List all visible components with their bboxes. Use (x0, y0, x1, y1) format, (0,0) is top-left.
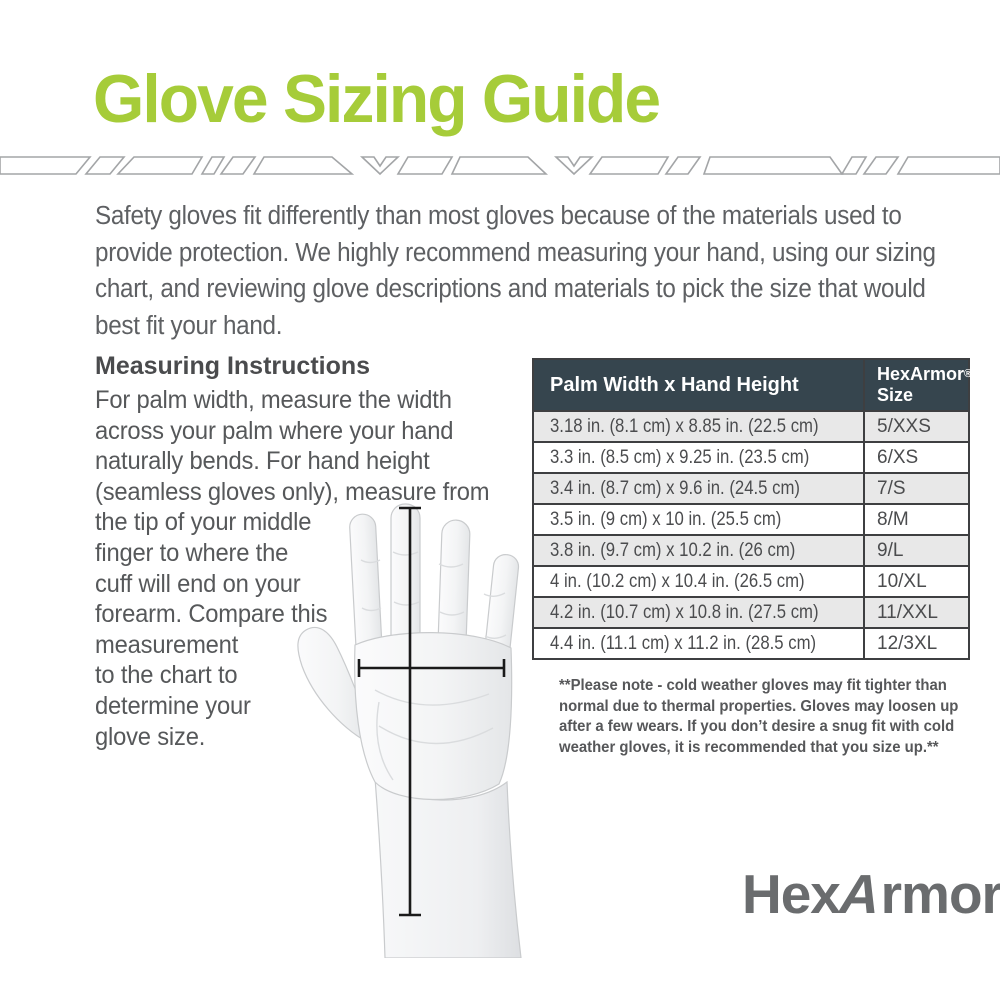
note-line: **Please note - cold weather gloves may … (559, 677, 947, 694)
size-table-row: 3.5 in. (9 cm) x 10 in. (25.5 cm) 8/M (532, 503, 970, 536)
measurement-cell: 4 in. (10.2 cm) x 10.4 in. (26.5 cm) (532, 565, 865, 598)
measurement-lines (357, 506, 506, 917)
size-table-row: 4.2 in. (10.7 cm) x 10.8 in. (27.5 cm) 1… (532, 596, 970, 629)
size-chart-header-row: Palm Width x Hand Height HexArmor® Size (532, 358, 973, 412)
measurement-cell: 4.2 in. (10.7 cm) x 10.8 in. (27.5 cm) (532, 596, 865, 629)
size-cell: 10/XL (863, 565, 970, 598)
measuring-instructions-heading: Measuring Instructions (95, 352, 371, 380)
measuring-line: the tip of your middle (95, 508, 312, 537)
hand-measurement-illustration (297, 503, 522, 958)
header-palm-width-hand-height: Palm Width x Hand Height (532, 358, 865, 412)
size-cell: 8/M (863, 503, 970, 536)
intro-line: provide protection. We highly recommend … (95, 238, 936, 267)
intro-line: chart, and reviewing glove descriptions … (95, 275, 926, 303)
measurement-cell: 3.8 in. (9.7 cm) x 10.2 in. (26 cm) (532, 534, 865, 567)
measuring-line: For palm width, measure the width (95, 386, 452, 414)
note-line: after a few wears. If you don’t desire a… (559, 718, 955, 735)
measurement-cell: 3.3 in. (8.5 cm) x 9.25 in. (23.5 cm) (532, 441, 865, 474)
measuring-line: determine your (95, 691, 251, 720)
tread-divider-graphic (0, 156, 1000, 176)
size-chart-table: Palm Width x Hand Height HexArmor® Size … (532, 358, 973, 660)
measuring-line: across your palm where your hand (95, 416, 454, 445)
logo-letter-a: A (833, 863, 888, 925)
size-cell: 7/S (863, 472, 970, 505)
measuring-line: measurement (95, 630, 239, 659)
intro-paragraph: Safety gloves fit differently than most … (95, 198, 936, 344)
size-table-row: 4.4 in. (11.1 cm) x 11.2 in. (28.5 cm) 1… (532, 627, 970, 660)
note-line: weather gloves, it is recommended that y… (559, 738, 939, 756)
intro-line: Safety gloves fit differently than most … (95, 202, 902, 230)
size-cell: 11/XXL (863, 596, 970, 629)
cold-weather-note: **Please note - cold weather gloves may … (559, 676, 958, 758)
size-cell: 12/3XL (863, 627, 970, 660)
hexarmor-logo: HexArmor® (742, 863, 1000, 925)
measurement-cell: 3.18 in. (8.1 cm) x 8.85 in. (22.5 cm) (532, 410, 865, 443)
measuring-line: glove size. (95, 722, 206, 751)
measuring-line: (seamless gloves only), measure from (95, 477, 490, 506)
size-table-row: 3.8 in. (9.7 cm) x 10.2 in. (26 cm) 9/L (532, 534, 970, 567)
measuring-line: forearm. Compare this (95, 600, 328, 629)
measuring-line: cuff will end on your (95, 569, 301, 598)
size-cell: 6/XS (863, 441, 970, 474)
size-table-row: 4 in. (10.2 cm) x 10.4 in. (26.5 cm) 10/… (532, 565, 970, 598)
size-cell: 5/XXS (863, 410, 970, 443)
page-title: Glove Sizing Guide (93, 61, 661, 137)
size-table-row: 3.3 in. (8.5 cm) x 9.25 in. (23.5 cm) 6/… (532, 441, 970, 474)
measurement-cell: 3.4 in. (8.7 cm) x 9.6 in. (24.5 cm) (532, 472, 865, 505)
intro-line: best fit your hand. (95, 311, 283, 340)
size-table-row: 3.4 in. (8.7 cm) x 9.6 in. (24.5 cm) 7/S (532, 472, 970, 505)
measuring-line: naturally bends. For hand height (95, 447, 430, 476)
hand-graphic (297, 503, 522, 958)
header-hexarmor-size: HexArmor® Size (863, 358, 973, 412)
size-table-row: 3.18 in. (8.1 cm) x 8.85 in. (22.5 cm) 5… (532, 410, 970, 443)
measurement-cell: 4.4 in. (11.1 cm) x 11.2 in. (28.5 cm) (532, 627, 865, 660)
size-cell: 9/L (863, 534, 970, 567)
measuring-instructions-text: For palm width, measure the width across … (95, 385, 490, 752)
registered-mark: ® (964, 368, 973, 380)
measurement-cell: 3.5 in. (9 cm) x 10 in. (25.5 cm) (532, 503, 865, 536)
measuring-line: to the chart to (95, 661, 238, 690)
note-line: normal due to thermal properties. Gloves… (559, 697, 959, 715)
measuring-line: finger to where the (95, 538, 289, 567)
